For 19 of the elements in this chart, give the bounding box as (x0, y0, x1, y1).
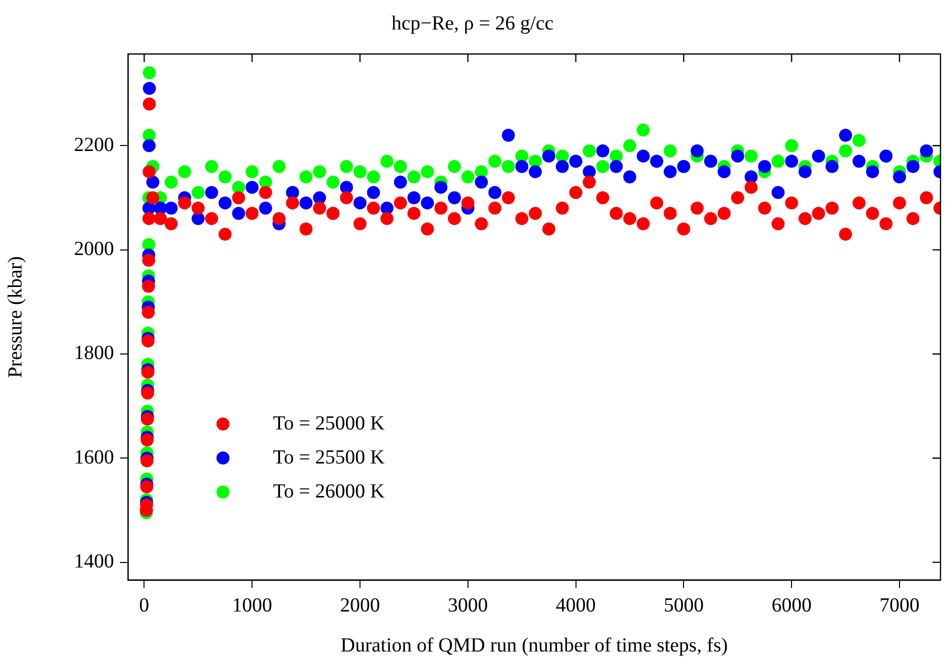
x-tick-label: 7000 (879, 594, 920, 616)
legend-label: To = 26000 K (273, 480, 386, 502)
y-axis-title: Pressure (kbar) (4, 256, 26, 378)
y-tick-label: 2200 (74, 134, 114, 156)
y-tick-label: 1800 (74, 342, 114, 364)
x-axis-title: Duration of QMD run (number of time steps, fs) (340, 634, 728, 656)
x-tick-label: 5000 (664, 594, 704, 616)
chart-title: hcp−Re, ρ = 26 g/cc (392, 12, 554, 34)
x-tick-label: 1000 (232, 594, 272, 616)
legend-label: To = 25500 K (273, 446, 386, 468)
x-tick-label: 2000 (340, 594, 380, 616)
y-tick-label: 2000 (74, 238, 114, 260)
y-tick-label: 1400 (74, 550, 114, 573)
x-tick-label: 4000 (556, 594, 596, 616)
x-tick-label: 0 (139, 594, 150, 616)
y-tick-label: 1600 (74, 446, 114, 468)
legend-label: To = 25000 K (273, 412, 386, 434)
x-tick-label: 6000 (772, 594, 812, 616)
x-tick-label: 3000 (448, 594, 488, 616)
